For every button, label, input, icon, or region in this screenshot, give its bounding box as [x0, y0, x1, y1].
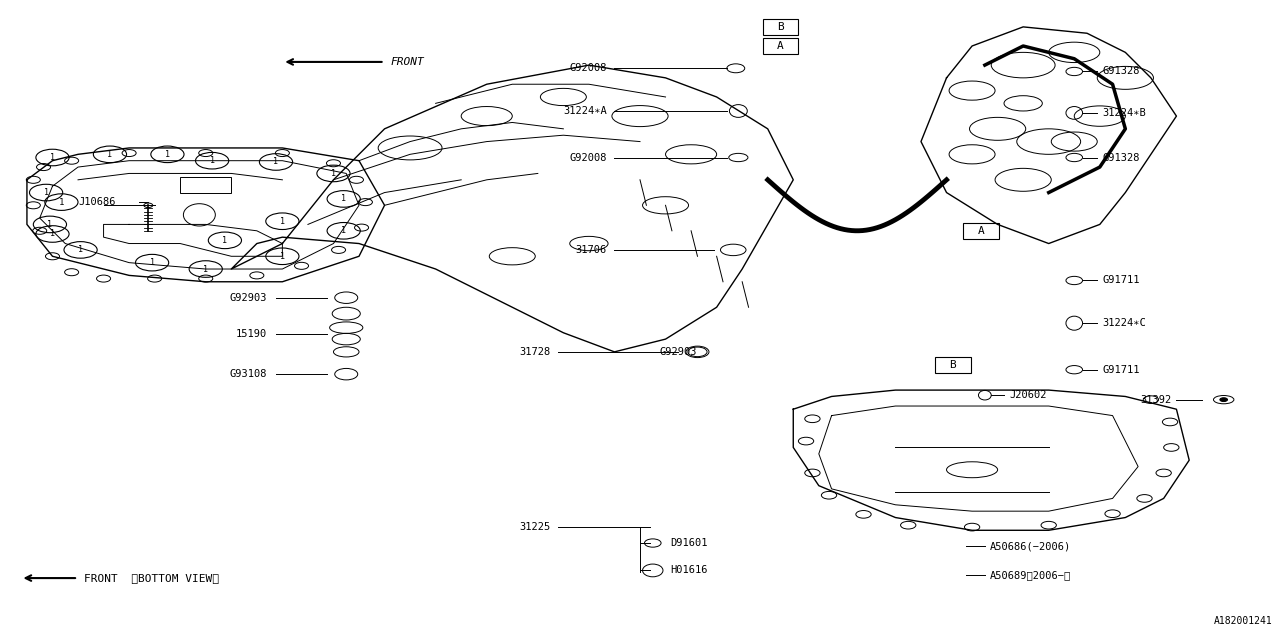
Text: J20602: J20602	[1009, 390, 1047, 400]
Text: A50686(−2006): A50686(−2006)	[989, 541, 1071, 551]
Text: 31224∗B: 31224∗B	[1102, 108, 1146, 118]
Text: 31728: 31728	[520, 347, 550, 357]
Text: B: B	[777, 22, 783, 32]
Text: 1: 1	[50, 153, 55, 162]
Text: 1: 1	[223, 236, 228, 245]
Text: G92903: G92903	[229, 292, 268, 303]
Bar	[763, 19, 799, 35]
Text: 31225: 31225	[520, 522, 550, 532]
Text: G91711: G91711	[1102, 275, 1140, 285]
Bar	[934, 356, 970, 372]
Text: G92008: G92008	[570, 152, 607, 163]
Bar	[763, 38, 799, 54]
Text: 1: 1	[78, 245, 83, 255]
Ellipse shape	[1220, 397, 1228, 401]
Text: 1: 1	[204, 264, 209, 273]
Text: 31392: 31392	[1140, 395, 1171, 404]
Text: 31706: 31706	[576, 245, 607, 255]
Text: 1: 1	[108, 150, 113, 159]
Text: 1: 1	[165, 150, 170, 159]
Text: A: A	[978, 226, 984, 236]
Text: FRONT: FRONT	[390, 57, 425, 67]
Text: G92903: G92903	[659, 347, 696, 357]
Bar	[180, 177, 232, 193]
Text: 1: 1	[332, 169, 335, 178]
Text: A182001241: A182001241	[1213, 616, 1272, 626]
Text: 1: 1	[342, 195, 346, 204]
Text: 1: 1	[50, 230, 55, 239]
Text: B: B	[950, 360, 956, 370]
Text: G91328: G91328	[1102, 67, 1140, 77]
Text: FRONT  〈BOTTOM VIEW〉: FRONT 〈BOTTOM VIEW〉	[84, 573, 219, 583]
Text: J10686: J10686	[78, 197, 115, 207]
Text: 1: 1	[280, 217, 285, 226]
Text: 15190: 15190	[236, 329, 268, 339]
Text: 1: 1	[342, 227, 346, 236]
Text: 1: 1	[44, 188, 49, 197]
Text: D91601: D91601	[671, 538, 708, 548]
Text: G91328: G91328	[1102, 152, 1140, 163]
Text: 1: 1	[150, 258, 155, 267]
Text: H01616: H01616	[671, 565, 708, 575]
Text: A50689〥2006−〦: A50689〥2006−〦	[989, 570, 1071, 580]
Text: 1: 1	[47, 220, 52, 229]
Text: 1: 1	[280, 252, 285, 260]
Text: 1: 1	[210, 156, 215, 165]
Text: G93108: G93108	[229, 369, 268, 379]
Text: 31224∗C: 31224∗C	[1102, 318, 1146, 328]
Text: G92008: G92008	[570, 63, 607, 74]
Text: A: A	[777, 41, 783, 51]
Text: 1: 1	[59, 198, 64, 207]
Text: 1: 1	[274, 157, 279, 166]
Text: 31224∗A: 31224∗A	[563, 106, 607, 116]
Text: G91711: G91711	[1102, 365, 1140, 374]
Bar	[963, 223, 998, 239]
